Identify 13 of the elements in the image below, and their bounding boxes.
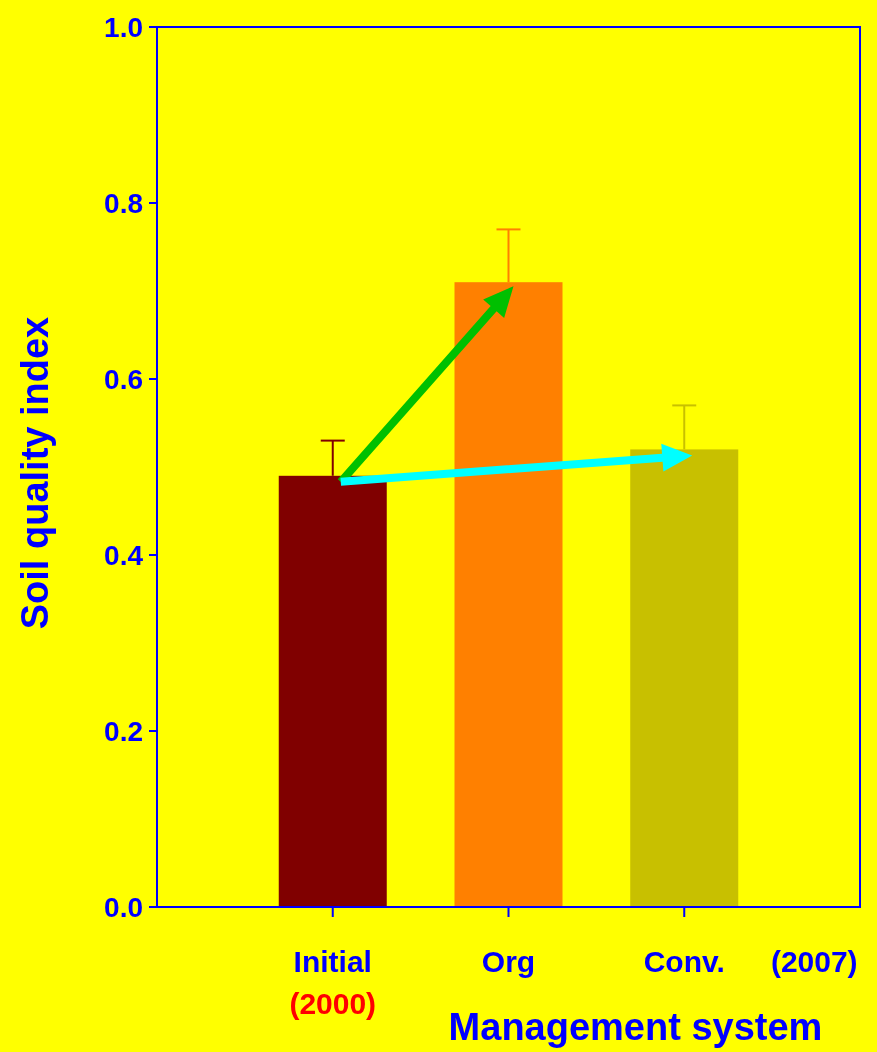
x-tick-label: Conv.	[643, 945, 725, 978]
x-axis-title: Management system	[448, 1006, 823, 1048]
y-tick-label: 0.8	[104, 187, 143, 219]
y-tick-label: 0.0	[104, 891, 143, 923]
y-tick-label: 0.2	[104, 715, 143, 747]
text: (2000)	[289, 987, 377, 1020]
y-tick-label: 0.6	[104, 363, 143, 395]
x-tick-label: Initial	[293, 945, 372, 978]
x-tick-label: Org	[481, 945, 536, 978]
y-tick-label: 0.4	[104, 539, 144, 571]
y-axis-title: Soil quality index	[14, 316, 56, 630]
text: (2007)	[770, 945, 858, 978]
y-tick-label: 1.0	[104, 11, 143, 43]
